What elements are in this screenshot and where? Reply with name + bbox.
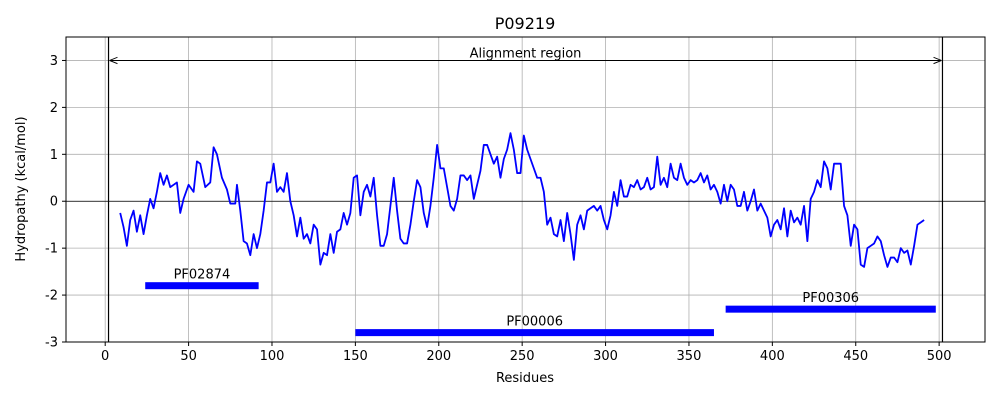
x-tick-label: 500 (927, 349, 952, 364)
y-tick-label: -2 (45, 289, 58, 304)
x-axis-label: Residues (496, 371, 554, 386)
x-tick-label: 350 (677, 349, 702, 364)
x-tick-label: 400 (760, 349, 785, 364)
x-tick-label: 450 (843, 349, 868, 364)
y-tick-label: -3 (45, 336, 58, 351)
domain-bar (725, 305, 936, 313)
domain-bar (145, 282, 259, 290)
chart-title: P09219 (495, 14, 556, 33)
domain-label: PF00006 (506, 315, 563, 330)
domain-label: PF02874 (174, 268, 231, 283)
y-axis-label: Hydropathy (kcal/mol) (14, 116, 29, 261)
y-tick-label: 0 (50, 195, 58, 210)
y-tick-label: 2 (50, 101, 58, 116)
x-tick-label: 50 (180, 349, 197, 364)
x-tick-label: 250 (510, 349, 535, 364)
x-tick-label: 300 (593, 349, 618, 364)
domain-bar (355, 329, 714, 337)
y-tick-label: 1 (50, 148, 58, 163)
domain-label: PF00306 (802, 291, 859, 306)
alignment-label: Alignment region (470, 46, 582, 61)
hydropathy-line (119, 132, 925, 268)
x-tick-label: 100 (260, 349, 285, 364)
y-tick-label: 3 (50, 54, 58, 69)
y-tick-label: -1 (45, 242, 58, 257)
x-tick-label: 200 (426, 349, 451, 364)
x-tick-label: 150 (343, 349, 368, 364)
x-tick-label: 0 (101, 349, 109, 364)
plot-frame (65, 36, 986, 343)
